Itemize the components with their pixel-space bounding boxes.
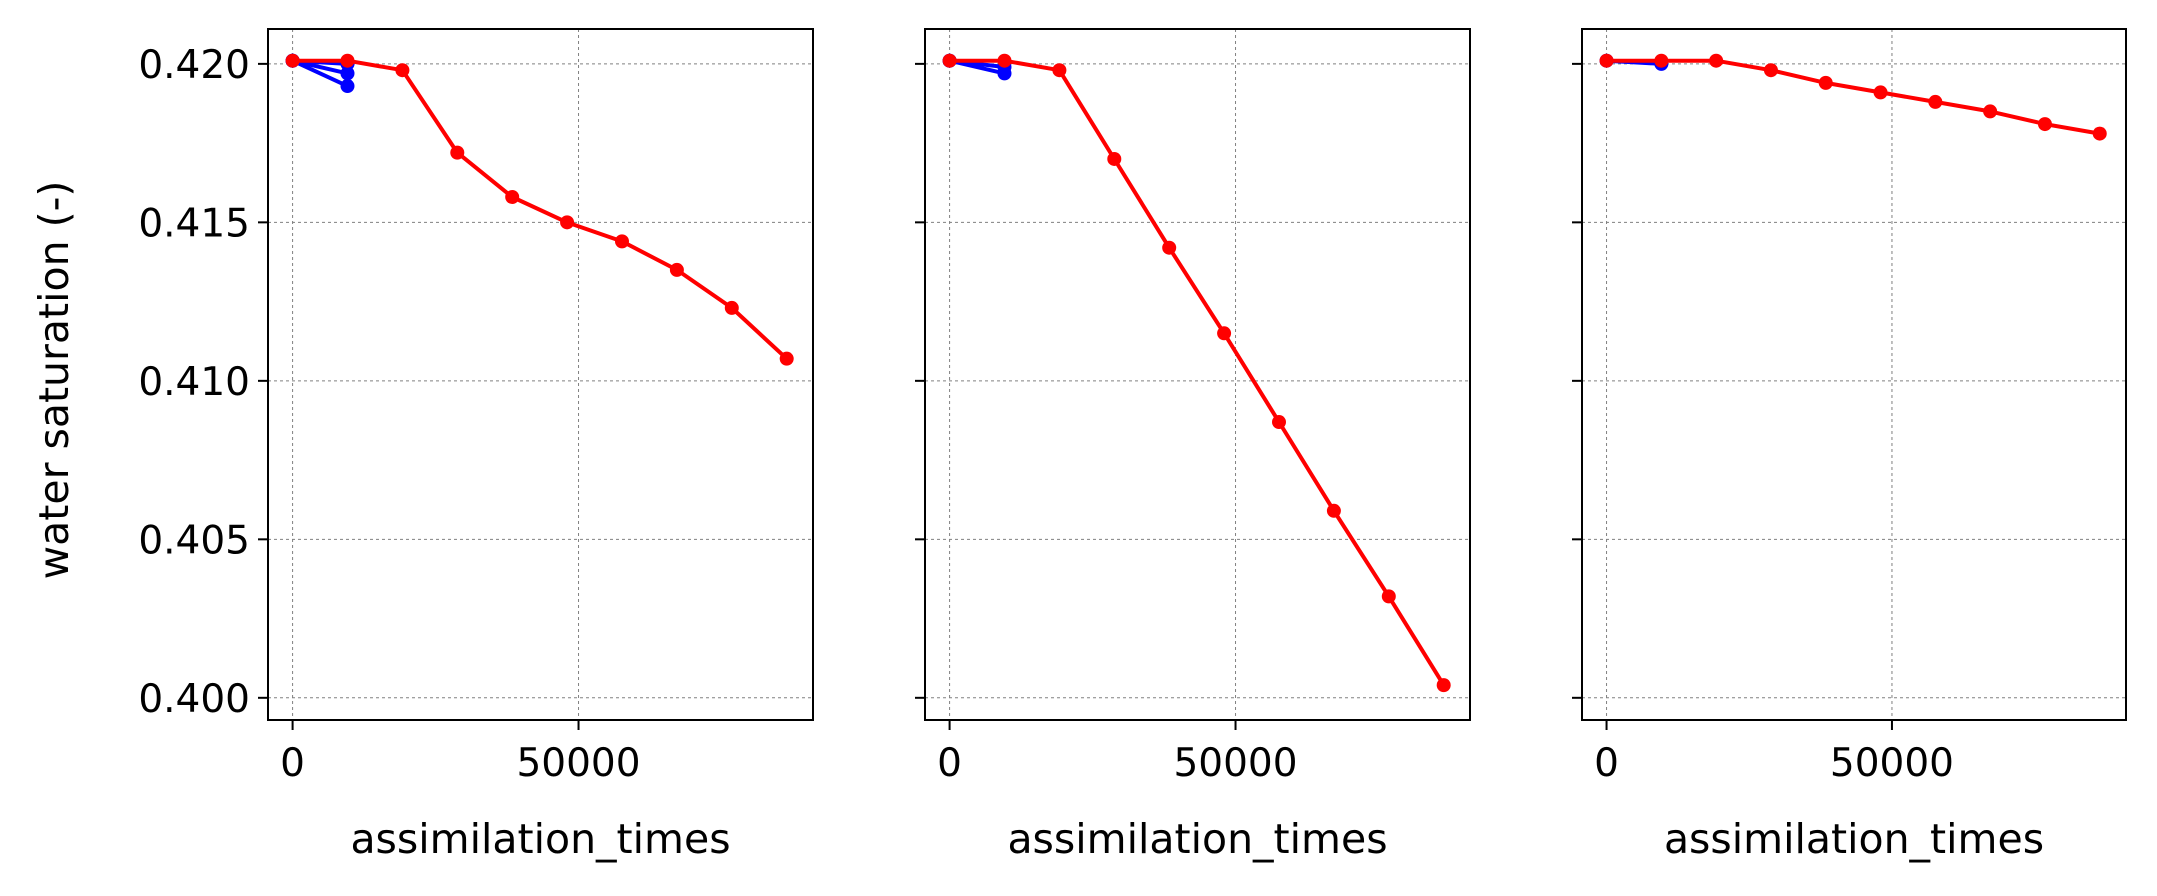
- data-point: [1217, 326, 1232, 341]
- data-point: [1983, 104, 1998, 119]
- y-tick-label: 0.420: [138, 43, 250, 88]
- x-tick-label: 0: [1594, 741, 1619, 786]
- axes-frame: [267, 28, 814, 721]
- x-tick-label: 0: [937, 741, 962, 786]
- data-point: [395, 63, 410, 78]
- axes-frame: [1581, 28, 2127, 721]
- panel-3: 0 50000 assimilation_times: [1572, 28, 2127, 863]
- data-point: [614, 234, 629, 249]
- data-point: [1436, 678, 1451, 693]
- data-point: [450, 145, 465, 160]
- data-point: [1107, 151, 1122, 166]
- data-point: [1928, 94, 1943, 109]
- x-axis-label: assimilation_times: [1007, 815, 1387, 863]
- data-point: [1818, 75, 1833, 90]
- x-tick-label: 50000: [1173, 741, 1297, 786]
- x-tick-label: 0: [280, 741, 305, 786]
- data-point: [340, 79, 355, 94]
- data-point: [2092, 126, 2107, 141]
- data-point: [2037, 117, 2052, 132]
- data-point: [1326, 503, 1341, 518]
- data-point: [669, 262, 684, 277]
- data-point: [1599, 53, 1614, 68]
- axes-frame: [924, 28, 1471, 721]
- panel-2: 0 50000 assimilation_times: [915, 28, 1471, 863]
- series-line: [1604, 58, 2102, 136]
- y-tick-label: 0.405: [138, 518, 250, 563]
- data-point: [505, 189, 520, 204]
- data-point: [560, 215, 575, 230]
- data-point: [942, 53, 957, 68]
- panel-1: 0 50000 0.400 0.405 0.410 0.415 0.420 assimilat…: [138, 28, 814, 863]
- series-line: [947, 58, 1446, 688]
- data-point: [997, 53, 1012, 68]
- x-axis-label: assimilation_times: [350, 815, 730, 863]
- panels: 0 50000 0.400 0.405 0.410 0.415 0.420 assimilat…: [138, 28, 2127, 863]
- series-line: [290, 58, 789, 361]
- data-point: [1654, 53, 1669, 68]
- data-point: [1052, 63, 1067, 78]
- series-line: [290, 58, 350, 89]
- x-tick-label: 50000: [516, 741, 640, 786]
- x-axis-label: assimilation_times: [1664, 815, 2044, 863]
- y-tick-label: 0.400: [138, 677, 250, 722]
- y-axis-label: water saturation (-): [30, 181, 78, 580]
- data-point: [1873, 85, 1888, 100]
- data-point: [1709, 53, 1724, 68]
- data-point: [285, 53, 300, 68]
- data-point: [1162, 240, 1177, 255]
- y-tick-label: 0.415: [138, 201, 250, 246]
- data-point: [340, 53, 355, 68]
- data-point: [1271, 415, 1286, 430]
- data-point: [1763, 63, 1778, 78]
- x-tick-label: 50000: [1830, 741, 1954, 786]
- data-point: [1381, 589, 1396, 604]
- data-point: [779, 351, 794, 366]
- data-point: [724, 300, 739, 315]
- y-tick-label: 0.410: [138, 360, 250, 405]
